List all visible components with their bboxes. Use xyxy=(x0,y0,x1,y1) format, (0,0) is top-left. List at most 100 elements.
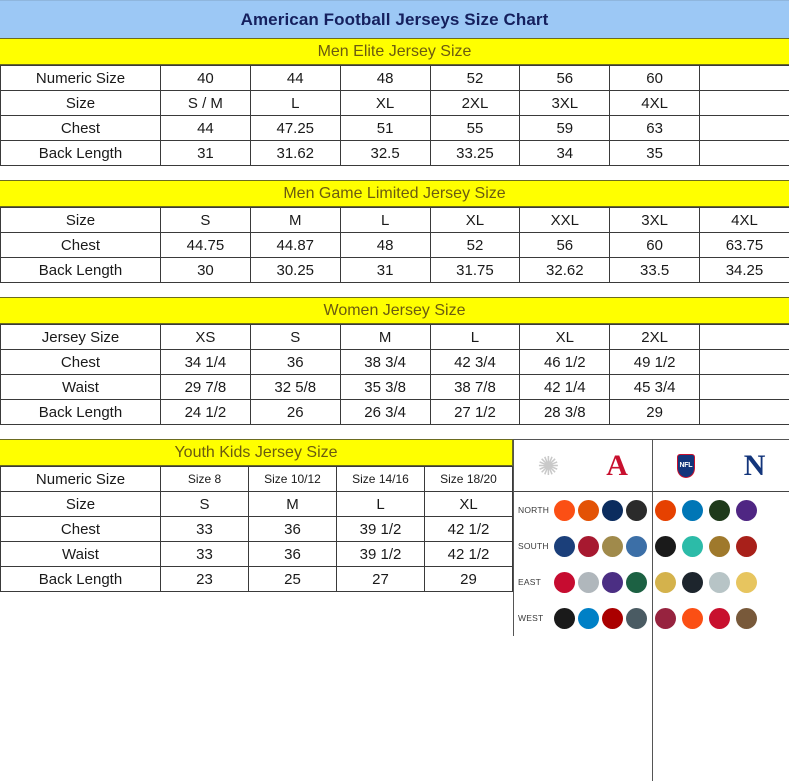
empty-cell xyxy=(700,400,789,425)
jaguars-logo xyxy=(709,536,730,557)
row-label: Waist xyxy=(1,375,161,400)
value-cell: 32 5/8 xyxy=(250,375,340,400)
division-label: NORTH xyxy=(514,505,554,515)
texans-logo xyxy=(578,536,599,557)
value-cell: 29 xyxy=(610,400,700,425)
row-label: Chest xyxy=(1,517,161,542)
value-cell: 36 xyxy=(249,517,337,542)
conference-header: ✺ A NFL N xyxy=(514,440,789,492)
value-cell: 60 xyxy=(610,66,700,91)
right-team-strip xyxy=(651,572,784,593)
value-cell: 40 xyxy=(161,66,251,91)
value-cell: Size 10/12 xyxy=(249,467,337,492)
value-cell: 56 xyxy=(520,233,610,258)
value-cell: 3XL xyxy=(610,208,700,233)
chart-title-bar: American Football Jerseys Size Chart xyxy=(0,0,789,38)
value-cell: S xyxy=(250,325,340,350)
value-cell: Size 18/20 xyxy=(425,467,513,492)
value-cell: 35 3/8 xyxy=(340,375,430,400)
bears-logo xyxy=(655,500,676,521)
giants-logo xyxy=(602,572,623,593)
value-cell: 48 xyxy=(340,66,430,91)
youth-band: Youth Kids Jersey Size xyxy=(0,439,513,466)
division-label: EAST xyxy=(514,577,554,587)
pro-bowl-star-icon: ✺ xyxy=(537,453,559,479)
value-cell: 26 xyxy=(250,400,340,425)
value-cell: 36 xyxy=(250,350,340,375)
size-chart-root: American Football Jerseys Size Chart Men… xyxy=(0,0,789,667)
value-cell: 35 xyxy=(610,141,700,166)
value-cell: L xyxy=(340,208,430,233)
value-cell: 59 xyxy=(520,116,610,141)
value-cell: 42 1/2 xyxy=(425,542,513,567)
empty-cell xyxy=(700,91,789,116)
buccaneers-logo xyxy=(736,536,757,557)
colts-logo xyxy=(602,500,623,521)
empty-cell xyxy=(700,116,789,141)
row-label: Back Length xyxy=(1,567,161,592)
value-cell: 55 xyxy=(430,116,520,141)
men-game-limited-band: Men Game Limited Jersey Size xyxy=(0,180,789,207)
value-cell: 2XL xyxy=(610,325,700,350)
value-cell: S xyxy=(161,208,251,233)
ravens-logo xyxy=(655,572,676,593)
right-team-strip xyxy=(651,500,784,521)
value-cell: 47.25 xyxy=(250,116,340,141)
bills-logo xyxy=(554,572,575,593)
value-cell: S xyxy=(161,492,249,517)
value-cell: 42 1/2 xyxy=(425,517,513,542)
nfc-logo-icon: N xyxy=(744,451,766,481)
row-label: Size xyxy=(1,492,161,517)
left-team-strip xyxy=(554,608,651,629)
value-cell: 46 1/2 xyxy=(520,350,610,375)
value-cell: 38 3/4 xyxy=(340,350,430,375)
titans-logo xyxy=(626,536,647,557)
row-label: Numeric Size xyxy=(1,66,161,91)
row-label: Chest xyxy=(1,350,161,375)
value-cell: 44 xyxy=(161,116,251,141)
jets-logo xyxy=(626,572,647,593)
value-cell: 31.62 xyxy=(250,141,340,166)
broncos-logo xyxy=(682,608,703,629)
division-row-south: SOUTH xyxy=(514,528,789,564)
row-label: Waist xyxy=(1,542,161,567)
value-cell: L xyxy=(430,325,520,350)
value-cell: 30 xyxy=(161,258,251,283)
eagles-logo xyxy=(709,572,730,593)
value-cell: 42 3/4 xyxy=(430,350,520,375)
division-label: SOUTH xyxy=(514,541,554,551)
section-gap xyxy=(0,425,789,439)
value-cell: 30.25 xyxy=(250,258,340,283)
cowboys-logo xyxy=(554,536,575,557)
bengals-logo xyxy=(554,500,575,521)
division-row-north: NORTH xyxy=(514,492,789,528)
value-cell: 29 xyxy=(425,567,513,592)
steelers-logo xyxy=(626,500,647,521)
value-cell: 36 xyxy=(249,542,337,567)
afc-slot: A xyxy=(583,451,652,481)
value-cell: 34 1/4 xyxy=(161,350,251,375)
falcons-logo xyxy=(655,536,676,557)
saints-logo xyxy=(602,536,623,557)
value-cell: 27 xyxy=(337,567,425,592)
dolphins-logo xyxy=(682,536,703,557)
value-cell: 44 xyxy=(250,66,340,91)
empty-cell xyxy=(700,66,789,91)
left-team-strip xyxy=(554,500,651,521)
right-team-strip xyxy=(651,536,784,557)
